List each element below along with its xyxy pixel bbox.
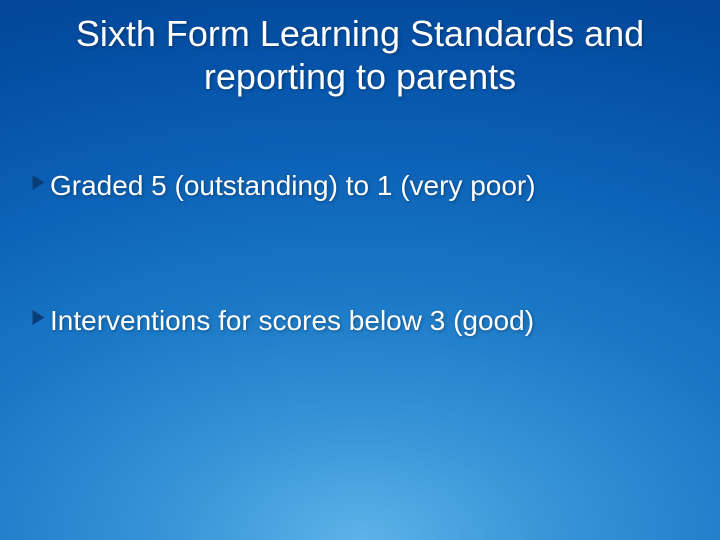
bullet-text: Interventions for scores below 3 (good) <box>50 303 534 338</box>
slide-body: Graded 5 (outstanding) to 1 (very poor) … <box>28 168 680 438</box>
chevron-right-icon <box>28 303 48 331</box>
bullet-text: Graded 5 (outstanding) to 1 (very poor) <box>50 168 536 203</box>
bullet-item: Graded 5 (outstanding) to 1 (very poor) <box>28 168 680 203</box>
slide: Sixth Form Learning Standards and report… <box>0 0 720 540</box>
bullet-item: Interventions for scores below 3 (good) <box>28 303 680 338</box>
chevron-right-icon <box>28 168 48 196</box>
slide-title: Sixth Form Learning Standards and report… <box>40 12 680 98</box>
